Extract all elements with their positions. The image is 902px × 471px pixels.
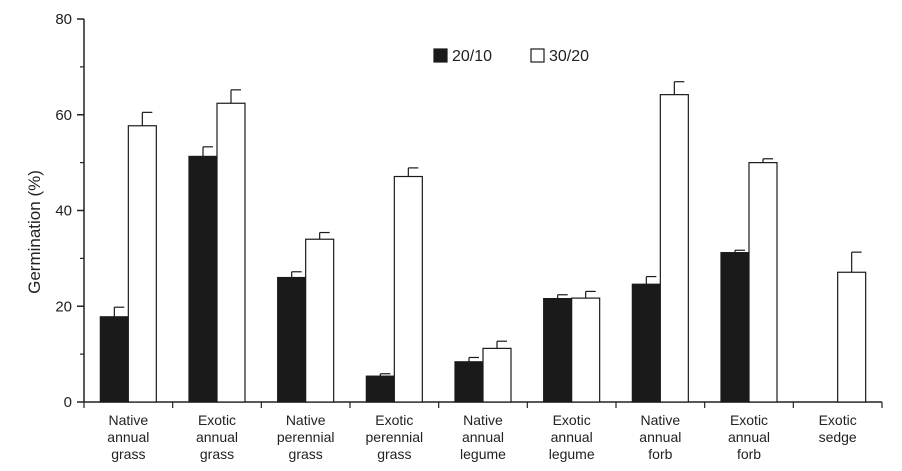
bar-30-20-6: [659, 94, 689, 403]
x-category-label-line: Exotic: [553, 412, 591, 428]
x-category-label-line: legume: [460, 446, 506, 462]
legend-swatch: [433, 48, 448, 63]
bars: [99, 81, 867, 403]
legend: 20/10 30/20: [433, 48, 589, 65]
bar-30-20-4: [482, 347, 512, 403]
bar-20-10-5: [543, 297, 573, 403]
x-category-label: Native annual legume: [460, 412, 506, 462]
y-tick-label: 40: [55, 203, 72, 220]
x-category-label: Native annual forb: [639, 412, 681, 462]
bar-30-20-0: [127, 125, 157, 403]
x-category-label-line: Exotic: [198, 412, 236, 428]
x-category-label-line: Exotic: [375, 412, 413, 428]
x-category-label-line: legume: [549, 446, 595, 462]
y-axis-title: Germination (%): [25, 170, 44, 294]
x-category-label-line: Exotic: [819, 412, 857, 428]
bar-30-20-7: [748, 162, 778, 403]
bar-20-10-4: [454, 361, 484, 403]
x-category-label: Native perennial grass: [277, 412, 335, 462]
y-tick-label: 0: [64, 394, 72, 411]
bar-20-10-1: [188, 155, 218, 403]
x-category-label-line: forb: [648, 446, 672, 462]
x-category-label: Exotic annual legume: [549, 412, 595, 462]
x-category-label-line: perennial: [277, 429, 335, 445]
bar-20-10-7: [720, 252, 750, 403]
x-category-label-line: annual: [639, 429, 681, 445]
bar-20-10-2: [277, 276, 307, 403]
x-category-label-line: perennial: [366, 429, 424, 445]
bar-30-20-8: [837, 271, 867, 403]
legend-label: 20/10: [452, 48, 492, 65]
bar-30-20-3: [393, 175, 423, 403]
x-category-label: Exotic perennial grass: [366, 412, 424, 462]
x-category-label-line: sedge: [819, 429, 857, 445]
legend-swatch: [530, 48, 545, 63]
x-category-label-line: grass: [377, 446, 411, 462]
y-tick-label: 60: [55, 107, 72, 124]
x-category-label-line: grass: [289, 446, 323, 462]
x-category-label: Exotic annual grass: [196, 412, 238, 462]
x-category-label-line: grass: [200, 446, 234, 462]
x-category-label-line: annual: [462, 429, 504, 445]
x-category-label-line: annual: [196, 429, 238, 445]
x-category-label: Exotic sedge: [819, 412, 857, 445]
x-category-label-line: grass: [111, 446, 145, 462]
x-category-label-line: Native: [108, 412, 148, 428]
x-category-label-line: Native: [640, 412, 680, 428]
x-category-label-line: Exotic: [730, 412, 768, 428]
bar-20-10-0: [99, 316, 129, 403]
bar-30-20-1: [216, 102, 246, 403]
x-category-label-line: annual: [107, 429, 149, 445]
y-tick-label: 80: [55, 11, 72, 28]
x-category-label-line: annual: [728, 429, 770, 445]
bar-20-10-3: [365, 375, 395, 403]
bar-30-20-2: [305, 238, 335, 403]
bar-20-10-6: [631, 283, 661, 403]
x-category-label: Exotic annual forb: [728, 412, 770, 462]
bar-30-20-5: [571, 297, 601, 403]
x-category-label-line: Native: [463, 412, 503, 428]
x-category-label: Native annual grass: [107, 412, 149, 462]
legend-label: 30/20: [549, 48, 589, 65]
x-category-label-line: Native: [286, 412, 326, 428]
x-category-label-line: annual: [551, 429, 593, 445]
y-axis: 0 20 40 60 80: [55, 11, 85, 411]
x-category-label-line: forb: [737, 446, 761, 462]
y-tick-label: 20: [55, 298, 72, 315]
